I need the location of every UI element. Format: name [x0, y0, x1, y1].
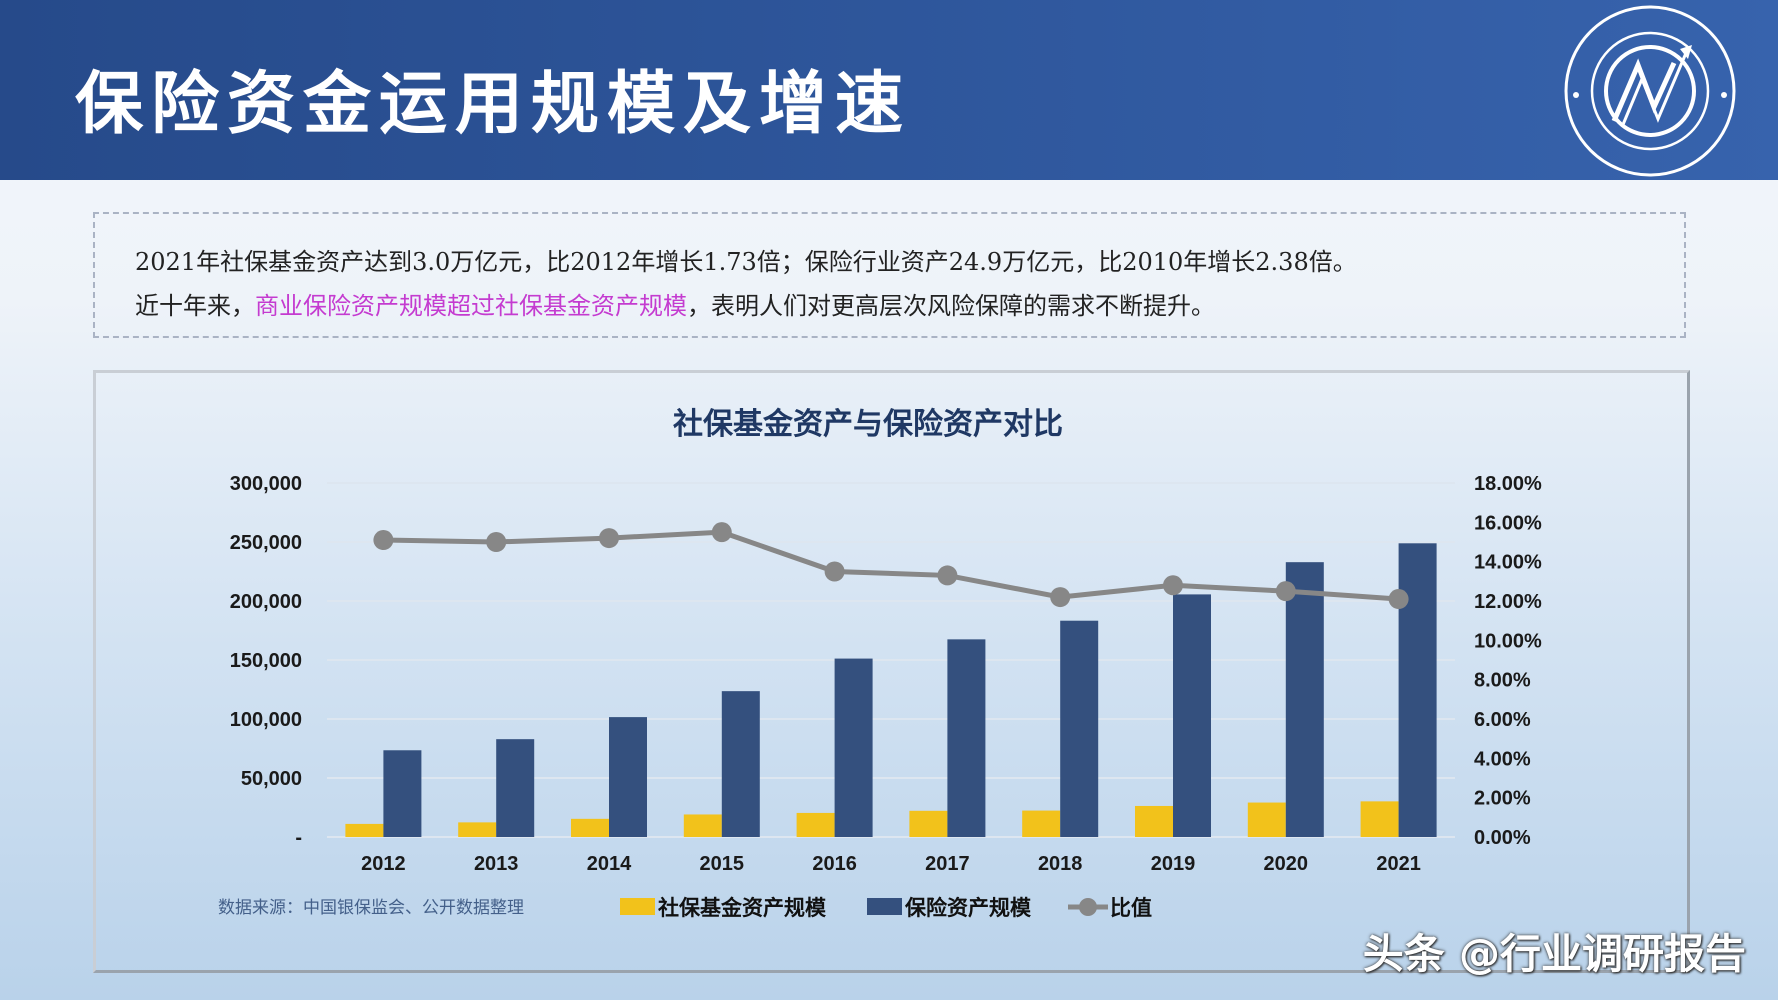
ratio-point-2012 — [373, 530, 394, 551]
x-tick-label: 2014 — [587, 853, 632, 875]
left-tick-label: 200,000 — [230, 591, 302, 613]
legend-swatch-social-security — [620, 898, 655, 915]
summary-highlight: 商业保险资产规模超过社保基金资产规模 — [255, 292, 687, 320]
bar-insurance-2015 — [721, 691, 760, 837]
ratio-point-2013 — [486, 532, 507, 552]
ratio-point-2018 — [1050, 587, 1071, 608]
right-tick-label: 10.00% — [1474, 630, 1542, 652]
right-tick-label: 0.00% — [1474, 827, 1531, 849]
bar-social-security-2020 — [1247, 802, 1286, 837]
bar-insurance-2019 — [1173, 594, 1211, 837]
bar-insurance-2016 — [834, 658, 873, 837]
summary-line-2: 近十年来，商业保险资产规模超过社保基金资产规模，表明人们对更高层次风险保障的需求… — [135, 286, 1215, 321]
x-tick-label: 2016 — [812, 853, 857, 875]
bar-social-security-2021 — [1360, 801, 1399, 837]
legend-label: 比值 — [1110, 896, 1152, 920]
summary-line-2-prefix: 近十年来， — [135, 292, 255, 320]
left-tick-label: 300,000 — [230, 473, 302, 495]
ratio-line — [383, 529, 1399, 602]
bar-social-security-2012 — [345, 823, 384, 837]
bar-insurance-2021 — [1398, 543, 1437, 837]
x-tick-label: 2019 — [1151, 853, 1196, 875]
right-tick-label: 16.00% — [1474, 512, 1542, 534]
bar-social-security-2013 — [458, 822, 497, 837]
chart-legend: 社保基金资产规模 保险资产规模 比值 — [620, 896, 1152, 920]
page-title: 保险资金运用规模及增速 — [75, 65, 912, 144]
legend-label: 保险资产规模 — [904, 896, 1032, 920]
summary-line-1: 2021年社保基金资产达到3.0万亿元，比2012年增长1.73倍；保险行业资产… — [135, 248, 1357, 276]
ratio-point-2021 — [1388, 589, 1409, 610]
watermark: 头条 @行业调研报告 — [1362, 930, 1746, 978]
research-center-logo — [1564, 5, 1736, 177]
chart-source: 数据来源：中国银保监会、公开数据整理 — [218, 898, 524, 917]
legend-label: 社保基金资产规模 — [657, 896, 827, 920]
ratio-point-2014 — [599, 528, 619, 549]
header-banner: 保险资金运用规模及增速 — [0, 0, 1778, 180]
ratio-point-2019 — [1163, 575, 1183, 596]
x-tick-label: 2021 — [1376, 853, 1421, 875]
right-tick-label: 18.00% — [1474, 473, 1542, 495]
bar-social-security-2014 — [571, 818, 609, 837]
bar-social-security-2016 — [796, 812, 835, 837]
chart-title: 社保基金资产与保险资产对比 — [673, 407, 1063, 441]
x-tick-label: 2013 — [474, 853, 519, 875]
x-tick-label: 2012 — [361, 853, 406, 875]
bar-insurance-2014 — [609, 717, 647, 837]
x-tick-label: 2018 — [1038, 853, 1083, 875]
right-tick-label: 14.00% — [1474, 552, 1542, 574]
x-tick-label: 2020 — [1264, 853, 1309, 875]
legend-marker-ratio — [1079, 898, 1097, 916]
chart-panel — [93, 370, 1690, 973]
right-tick-label: 2.00% — [1474, 788, 1531, 810]
bar-social-security-2015 — [683, 814, 722, 837]
bar-social-security-2017 — [909, 810, 948, 837]
right-tick-label: 6.00% — [1474, 709, 1531, 731]
x-tick-label: 2017 — [925, 853, 970, 875]
bar-insurance-2012 — [383, 750, 422, 837]
bar-insurance-2017 — [947, 639, 986, 837]
left-tick-label: 50,000 — [241, 768, 302, 790]
ratio-point-2020 — [1275, 581, 1296, 602]
bar-insurance-2013 — [496, 739, 535, 837]
right-tick-label: 12.00% — [1474, 591, 1542, 613]
left-tick-label: 150,000 — [230, 650, 302, 672]
ratio-point-2015 — [711, 522, 732, 543]
bar-insurance-2020 — [1285, 562, 1324, 837]
left-tick-label: 100,000 — [230, 709, 302, 731]
right-tick-label: 4.00% — [1474, 748, 1531, 770]
bar-social-security-2018 — [1022, 810, 1061, 837]
bar-insurance-2018 — [1060, 620, 1099, 837]
ratio-point-2016 — [824, 561, 845, 582]
legend-swatch-insurance — [867, 898, 902, 915]
x-tick-label: 2015 — [700, 853, 745, 875]
left-tick-label: 250,000 — [230, 532, 302, 554]
ratio-point-2017 — [937, 565, 958, 586]
bar-social-security-2019 — [1135, 805, 1173, 837]
summary-line-2-suffix: ，表明人们对更高层次风险保障的需求不断提升。 — [687, 292, 1215, 320]
summary-box: 2021年社保基金资产达到3.0万亿元，比2012年增长1.73倍；保险行业资产… — [93, 212, 1686, 338]
right-tick-label: 8.00% — [1474, 670, 1531, 692]
left-tick-label: - — [295, 827, 302, 849]
